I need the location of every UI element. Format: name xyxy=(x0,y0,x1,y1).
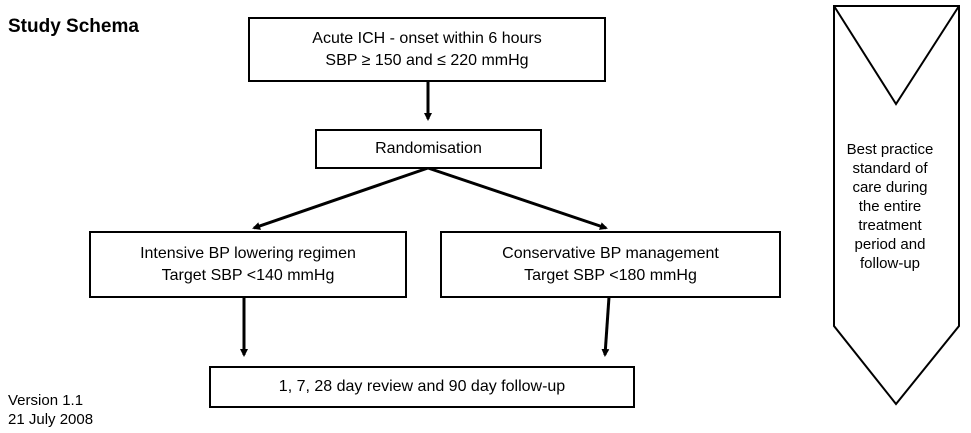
followup-box: 1, 7, 28 day review and 90 day follow-up xyxy=(209,366,635,408)
intensive-arm-box: Intensive BP lowering regimen Target SBP… xyxy=(89,231,407,298)
side-note: Best practice standard of care during th… xyxy=(830,140,950,273)
intensive-line-2: Target SBP <140 mmHg xyxy=(161,266,335,284)
conservative-arm-box: Conservative BP management Target SBP <1… xyxy=(440,231,781,298)
eligibility-line-1: Acute ICH - onset within 6 hours xyxy=(312,29,542,47)
intensive-line-1: Intensive BP lowering regimen xyxy=(140,244,356,262)
version-label: Version 1.1 xyxy=(8,392,84,409)
conservative-line-2: Target SBP <180 mmHg xyxy=(524,266,697,284)
side-chevron-notch xyxy=(833,5,960,106)
side-note-line-7: follow-up xyxy=(859,255,921,272)
eligibility-line-2: SBP ≥ 150 and ≤ 220 mmHg xyxy=(325,51,529,69)
side-note-line-2: standard of xyxy=(852,160,928,177)
side-note-line-3: care during xyxy=(852,179,928,196)
randomisation-box: Randomisation xyxy=(315,129,542,169)
version-date: 21 July 2008 xyxy=(8,411,94,428)
arrow-conservative-to-followup xyxy=(601,296,611,357)
side-note-line-6: period and xyxy=(854,236,926,253)
side-note-line-1: Best practice xyxy=(846,141,934,158)
side-note-line-5: treatment xyxy=(858,217,922,234)
arrow-randomisation-to-conservative xyxy=(427,166,608,230)
schema-title: Study Schema xyxy=(8,16,139,37)
side-note-line-4: the entire xyxy=(858,198,922,215)
arrow-randomisation-to-intensive xyxy=(252,166,429,230)
conservative-line-1: Conservative BP management xyxy=(502,244,719,262)
followup-label: 1, 7, 28 day review and 90 day follow-up xyxy=(278,378,566,395)
randomisation-label: Randomisation xyxy=(375,140,482,157)
side-chevron-shape xyxy=(833,5,960,406)
eligibility-box: Acute ICH - onset within 6 hours SBP ≥ 1… xyxy=(248,17,606,82)
